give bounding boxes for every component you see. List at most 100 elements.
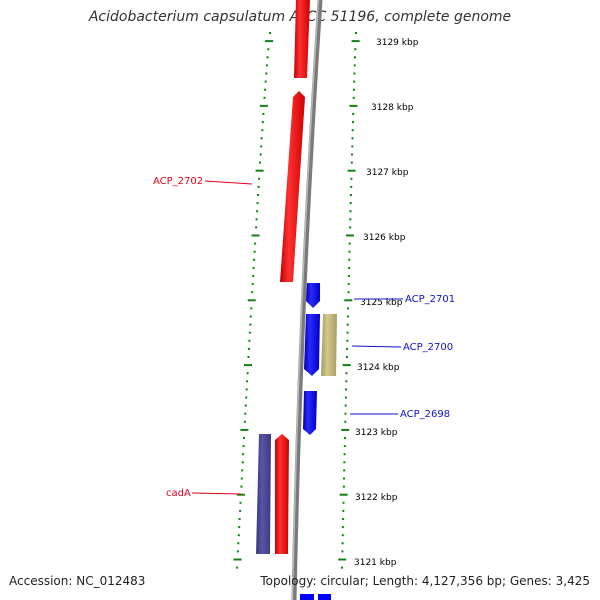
ruler-minor-tick bbox=[344, 420, 347, 423]
ruler-minor-tick bbox=[237, 542, 240, 545]
ruler-minor-tick bbox=[349, 202, 352, 205]
ruler-minor-tick bbox=[344, 437, 346, 439]
ruler-major-tick bbox=[236, 493, 245, 496]
ruler-minor-tick bbox=[247, 347, 250, 350]
ruler-minor-tick bbox=[346, 331, 349, 334]
ruler-minor-tick bbox=[249, 315, 252, 318]
gene-red-top bbox=[294, 0, 310, 78]
ruler-minor-tick bbox=[264, 80, 267, 83]
ruler-minor-tick bbox=[351, 129, 354, 132]
ruler-minor-tick bbox=[351, 153, 353, 156]
ruler-minor-tick bbox=[266, 64, 268, 67]
ruler-minor-tick bbox=[348, 242, 351, 245]
scale-label: 3128 kbp bbox=[371, 103, 414, 113]
ruler-minor-tick bbox=[345, 388, 348, 391]
ruler-minor-tick bbox=[341, 566, 343, 569]
gene-label-text: cadA bbox=[166, 488, 191, 499]
gene-label-text: ACP_2698 bbox=[400, 409, 450, 420]
gene-acp-2702 bbox=[280, 91, 305, 282]
ruler-minor-tick bbox=[243, 420, 246, 423]
ruler-minor-tick bbox=[341, 526, 344, 529]
genome-backbone bbox=[291, 0, 323, 600]
leader-line bbox=[351, 345, 402, 348]
ruler-minor-tick bbox=[246, 380, 249, 383]
ruler-minor-tick bbox=[251, 283, 254, 286]
ruler-minor-tick bbox=[349, 226, 352, 229]
ruler-minor-tick bbox=[352, 96, 355, 99]
ruler-minor-tick bbox=[347, 307, 350, 310]
ruler-minor-tick bbox=[264, 88, 267, 91]
ruler-minor-tick bbox=[348, 258, 351, 261]
ruler-minor-tick bbox=[342, 518, 345, 520]
ruler-minor-tick bbox=[351, 145, 354, 148]
ruler-minor-tick bbox=[252, 275, 255, 277]
ruler-minor-tick bbox=[242, 453, 245, 456]
ruler-minor-tick bbox=[247, 356, 250, 358]
ruler-minor-tick bbox=[265, 72, 268, 75]
ruler-minor-tick bbox=[341, 534, 344, 537]
ruler-minor-tick bbox=[245, 388, 248, 391]
ruler-major-tick bbox=[265, 40, 274, 43]
ruler-major-tick bbox=[341, 428, 350, 431]
gene-label-cada[interactable]: cadA bbox=[166, 488, 242, 499]
ruler-major-tick bbox=[344, 299, 353, 302]
ruler-minor-tick bbox=[343, 445, 346, 448]
topology-text: Topology: circular; Length: 4,127,356 bp… bbox=[260, 574, 590, 588]
ruler-minor-tick bbox=[257, 194, 260, 196]
ruler-major-tick bbox=[233, 558, 242, 561]
ruler-minor-tick bbox=[259, 153, 262, 156]
ruler-major-tick bbox=[240, 428, 249, 431]
ruler-minor-tick bbox=[354, 48, 357, 51]
ruler-minor-tick bbox=[346, 339, 349, 342]
ruler-major-tick bbox=[339, 493, 348, 496]
ruler-major-tick bbox=[255, 169, 264, 172]
gene-label-acp-2700[interactable]: ACP_2700 bbox=[351, 342, 453, 353]
ruler-major-tick bbox=[351, 40, 360, 43]
ruler-minor-tick bbox=[258, 177, 261, 180]
ruler-minor-tick bbox=[238, 518, 241, 520]
ruler-minor-tick bbox=[344, 412, 347, 415]
scale-label: 3125 kbp bbox=[360, 298, 403, 308]
gene-label-acp-2698[interactable]: ACP_2698 bbox=[350, 409, 450, 420]
ruler-minor-tick bbox=[352, 88, 355, 91]
ruler-minor-tick bbox=[349, 218, 352, 221]
ruler-minor-tick bbox=[349, 210, 352, 213]
ruler-minor-tick bbox=[236, 566, 239, 569]
ruler-minor-tick bbox=[344, 404, 347, 407]
ruler-minor-tick bbox=[266, 56, 269, 59]
gene-label-text: ACP_2702 bbox=[153, 176, 203, 187]
ruler-minor-tick bbox=[237, 534, 240, 537]
scale-label: 3124 kbp bbox=[357, 363, 400, 373]
ruler-minor-tick bbox=[239, 501, 242, 504]
leader-line bbox=[191, 492, 242, 495]
ruler-minor-tick bbox=[347, 291, 350, 294]
gene-blue-bottom-2 bbox=[318, 594, 331, 600]
scale-label: 3127 kbp bbox=[366, 168, 409, 178]
ruler-minor-tick bbox=[261, 129, 264, 132]
gene-label-acp-2701[interactable]: ACP_2701 bbox=[354, 294, 455, 305]
ruler-minor-tick bbox=[341, 542, 344, 545]
ruler-major-tick bbox=[349, 104, 358, 107]
ruler-minor-tick bbox=[355, 32, 357, 34]
ruler-minor-tick bbox=[352, 113, 355, 115]
ruler-minor-tick bbox=[253, 258, 256, 261]
ruler-minor-tick bbox=[248, 331, 251, 334]
gene-acp-2700 bbox=[304, 314, 320, 376]
ruler-minor-tick bbox=[341, 550, 344, 553]
ruler-minor-tick bbox=[354, 56, 356, 59]
ruler-minor-tick bbox=[347, 275, 350, 277]
ruler-minor-tick bbox=[262, 113, 265, 115]
scale-label: 3129 kbp bbox=[376, 38, 419, 48]
ruler-minor-tick bbox=[261, 121, 264, 124]
gene-acp-2701 bbox=[306, 283, 320, 308]
ruler-minor-tick bbox=[348, 266, 351, 269]
ruler-minor-tick bbox=[257, 185, 260, 188]
ruler-minor-tick bbox=[254, 242, 257, 245]
ruler-minor-tick bbox=[241, 461, 244, 464]
ruler-minor-tick bbox=[269, 32, 271, 34]
ruler-minor-tick bbox=[245, 396, 248, 399]
gene-label-acp-2702[interactable]: ACP_2702 bbox=[153, 176, 253, 187]
ruler-minor-tick bbox=[349, 194, 352, 196]
ruler-minor-tick bbox=[259, 161, 262, 164]
ruler-minor-tick bbox=[345, 380, 348, 383]
